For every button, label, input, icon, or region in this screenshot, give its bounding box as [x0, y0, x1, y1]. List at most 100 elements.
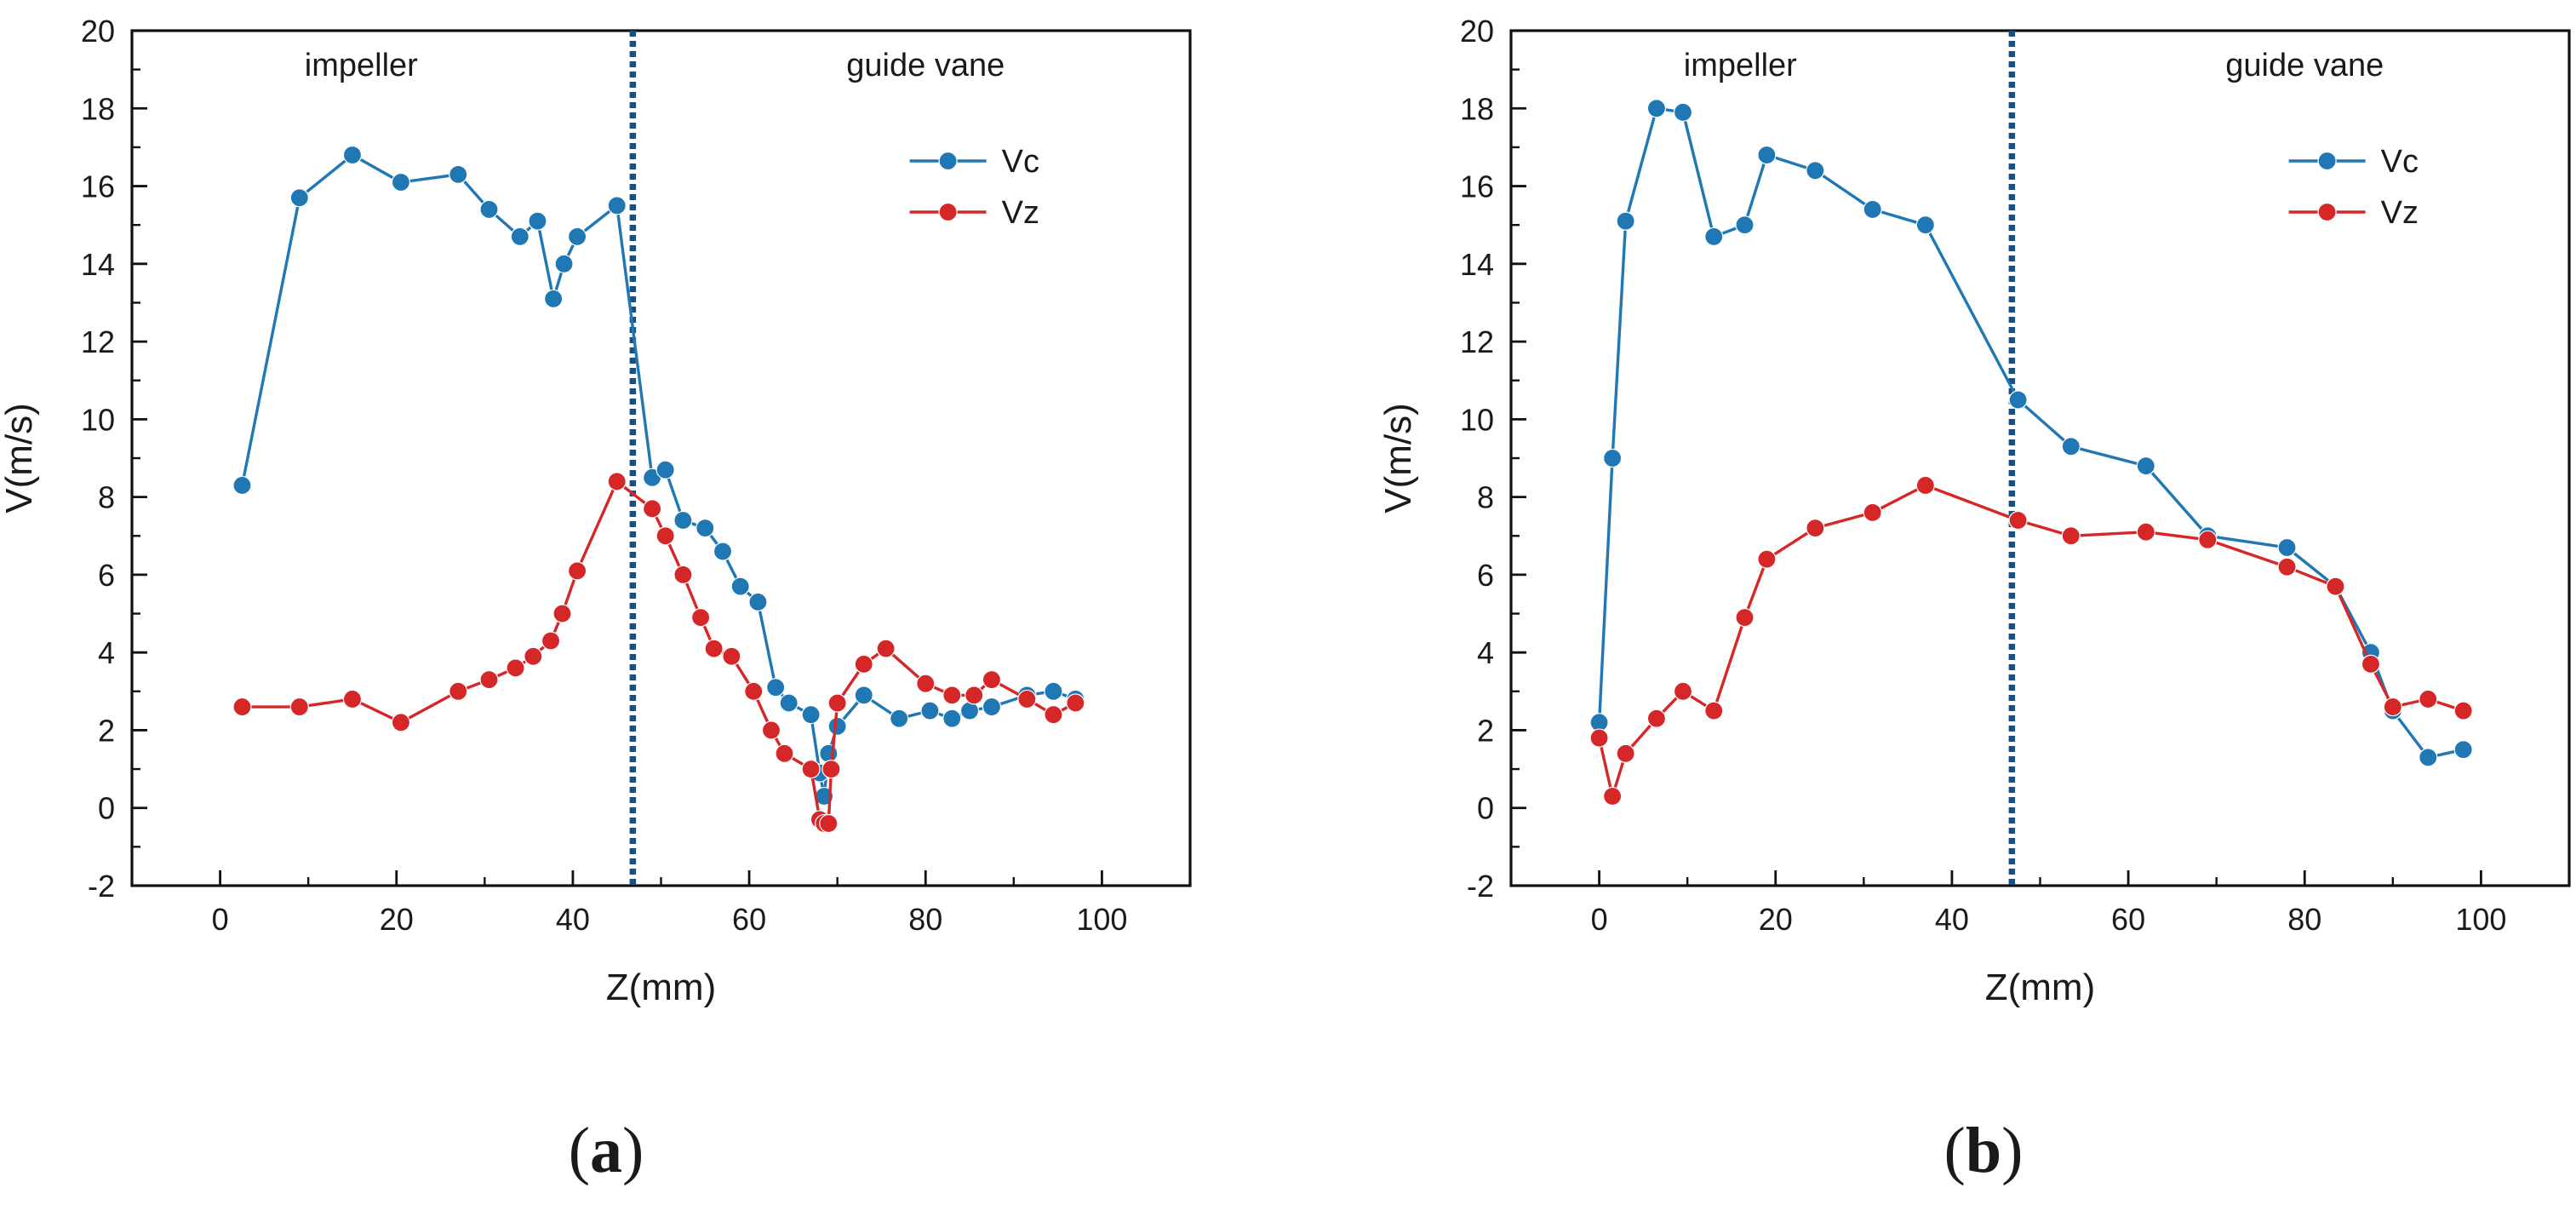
data-point-vz	[1646, 709, 1667, 728]
data-point-vz	[643, 499, 662, 519]
data-point-vz	[965, 686, 984, 705]
data-point-vz	[342, 689, 363, 709]
data-point-vz	[567, 561, 587, 581]
y-tick-label: 0	[98, 791, 115, 826]
data-point-vc	[1806, 161, 1825, 181]
data-point-vz	[2198, 530, 2218, 549]
data-point-vz	[2061, 526, 2081, 546]
data-point-vz	[704, 639, 724, 658]
data-point-vz	[552, 604, 572, 623]
data-point-vc	[959, 701, 980, 720]
y-axis-label: V(m/s)	[1377, 403, 1419, 514]
legend-label-vc: Vc	[2381, 144, 2419, 180]
legend-label-vz: Vz	[1002, 195, 1039, 231]
data-point-vc	[1044, 681, 1063, 701]
data-point-vc	[2277, 537, 2297, 558]
x-tick-label: 100	[2455, 902, 2506, 937]
data-point-vc	[801, 705, 821, 725]
data-point-vc	[2419, 748, 2438, 767]
data-point-vz	[541, 631, 561, 651]
data-point-vc	[567, 227, 587, 246]
data-point-vz	[2419, 689, 2438, 709]
data-point-vz	[722, 646, 741, 666]
data-point-vz	[916, 674, 936, 693]
data-point-vc	[779, 693, 799, 713]
data-point-vc	[1735, 215, 1755, 235]
legend-marker-vc	[2317, 151, 2337, 171]
x-tick-label: 80	[2287, 902, 2321, 937]
data-point-vz	[1066, 693, 1085, 713]
data-point-vz	[2453, 701, 2473, 720]
data-point-vz	[2136, 522, 2155, 542]
data-point-vc	[673, 510, 693, 531]
data-point-vz	[1589, 728, 1609, 748]
data-point-vz	[391, 713, 411, 732]
data-point-vz	[1704, 701, 1724, 720]
x-tick-label: 40	[556, 902, 590, 937]
legend-label-vc: Vc	[1002, 144, 1039, 180]
annotation-label: guide vane	[846, 48, 1005, 83]
x-tick-label: 0	[212, 902, 229, 937]
data-point-vz	[691, 608, 711, 628]
data-point-vc	[655, 460, 675, 479]
y-tick-label: -2	[1467, 869, 1494, 904]
data-point-vc	[1757, 145, 1777, 165]
data-point-vc	[1673, 102, 1693, 122]
data-point-vz	[1017, 689, 1037, 709]
data-point-vz	[1757, 549, 1777, 569]
data-point-vc	[2136, 456, 2155, 476]
data-point-vc	[890, 709, 909, 728]
data-point-vz	[1044, 705, 1063, 725]
annotation-label: impeller	[305, 48, 418, 83]
x-tick-label: 40	[1935, 902, 1969, 937]
annotation-label: guide vane	[2225, 48, 2384, 83]
data-point-vc	[2061, 437, 2081, 456]
data-point-vc	[942, 709, 962, 728]
data-point-vz	[506, 658, 525, 678]
data-point-vc	[982, 697, 1002, 717]
data-point-vc	[449, 164, 468, 184]
y-tick-label: 6	[1477, 558, 1494, 593]
data-point-vc	[1646, 99, 1667, 118]
y-tick-label: 14	[81, 247, 115, 282]
x-tick-label: 60	[732, 902, 766, 937]
x-tick-label: 20	[1759, 902, 1793, 937]
series-line-vz	[1597, 484, 2464, 798]
data-point-vz	[1673, 681, 1693, 701]
y-tick-label: 2	[1477, 713, 1494, 748]
y-axis-label: V(m/s)	[0, 403, 40, 514]
data-point-vc	[510, 227, 530, 246]
y-tick-label: 6	[98, 558, 115, 593]
x-tick-label: 20	[380, 902, 414, 937]
y-tick-label: 12	[1460, 324, 1494, 359]
y-tick-label: 2	[98, 713, 115, 748]
data-point-vz	[1616, 743, 1635, 763]
data-point-vz	[942, 686, 962, 705]
data-point-vz	[289, 697, 309, 717]
data-point-vz	[232, 697, 252, 717]
data-point-vc	[748, 592, 768, 611]
data-point-vc	[819, 743, 839, 763]
y-tick-label: 20	[81, 14, 115, 49]
data-point-vz	[2361, 654, 2381, 674]
data-point-vz	[1806, 519, 1825, 538]
data-point-vz	[655, 526, 675, 546]
data-point-vz	[821, 759, 841, 779]
panel-label-a: (a)	[569, 1115, 644, 1186]
data-point-vz	[827, 693, 847, 713]
y-tick-label: 18	[1460, 91, 1494, 126]
x-axis-label: Z(mm)	[1985, 967, 2096, 1008]
data-point-vc	[827, 716, 847, 736]
chart-panel-a: 0 20 40 60 80 100 -2 0 2 4 6 8 10 12 14 16 18 20 Z(mm) V(m/…	[0, 14, 1192, 1008]
data-point-vz	[479, 670, 499, 690]
data-point-vc	[607, 196, 627, 215]
y-tick-label: -2	[88, 869, 115, 904]
x-tick-label: 60	[2111, 902, 2145, 937]
data-point-vc	[544, 289, 564, 308]
x-tick-label: 0	[1591, 902, 1608, 937]
data-point-vc	[854, 686, 873, 705]
y-tick-label: 20	[1460, 14, 1494, 49]
data-point-vz	[819, 813, 839, 834]
legend-marker-vc	[938, 151, 958, 171]
